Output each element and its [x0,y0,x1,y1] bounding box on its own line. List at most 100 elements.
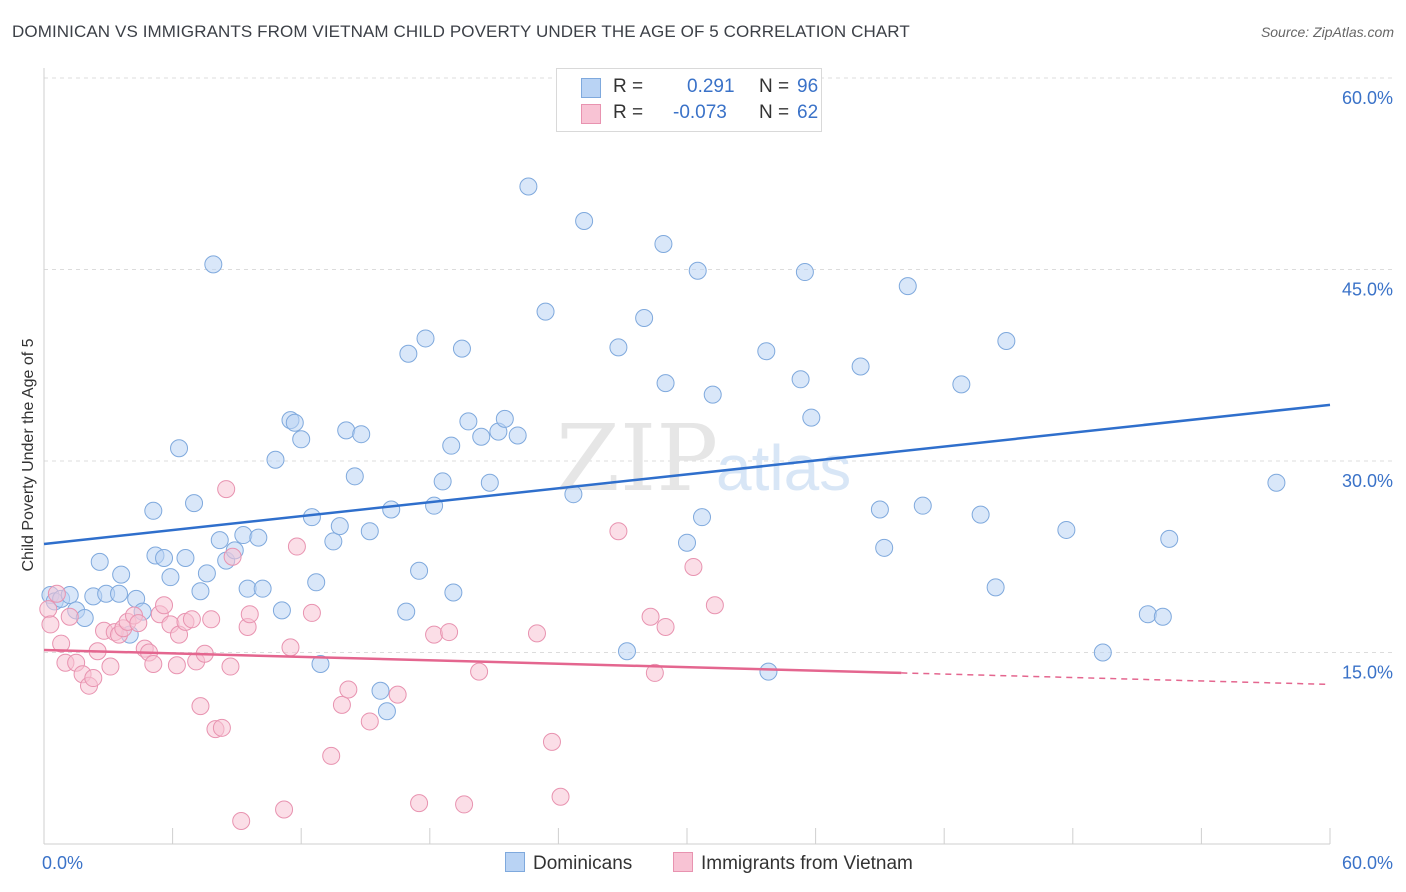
x-tick-labels: 0.0% 60.0% [42,853,1393,873]
point-dominicans [161,568,180,587]
point-dominicans [352,425,371,444]
point-vietnam [360,712,379,731]
point-dominicans [1153,607,1172,626]
point-dominicans [416,329,435,348]
y-tick-labels: 15.0% 30.0% 45.0% 60.0% [1342,88,1393,683]
point-dominicans [688,261,707,280]
series-vietnam [39,480,724,831]
point-dominicans [791,370,810,389]
point-dominicans [703,385,722,404]
series-dominicans [41,177,1286,721]
x-tick-label: 60.0% [1342,853,1393,873]
point-dominicans [330,517,349,536]
point-dominicans [176,549,195,568]
trend-line-vietnam-extension [901,672,1331,686]
point-vietnam [182,610,201,629]
legend-r-value: -0.073 [673,102,727,123]
point-vietnam [221,657,240,676]
point-dominicans [759,662,778,681]
point-vietnam [39,600,58,619]
point-dominicans [377,702,396,721]
y-axis-label: Child Poverty Under the Age of 5 [20,338,37,572]
point-vietnam [684,557,703,576]
point-vietnam [129,614,148,633]
point-dominicans [110,584,129,603]
point-dominicans [678,533,696,552]
y-tick-label: 45.0% [1342,280,1393,300]
point-vietnam [155,596,174,615]
point-dominicans [170,439,189,458]
point-dominicans [285,413,304,432]
point-dominicans [851,357,870,376]
legend-swatch-pink [581,104,601,124]
point-dominicans [654,234,673,253]
point-dominicans [495,409,514,428]
point-dominicans [324,532,343,551]
point-vietnam [455,795,474,814]
point-dominicans [249,528,268,547]
point-vietnam [609,522,628,541]
legend: R = 0.291 N = 96 R = -0.073 N = 62 [556,68,822,132]
legend-r-label: R = [613,102,644,123]
point-vietnam [332,695,351,714]
point-vietnam [645,663,664,682]
point-dominicans [875,538,894,557]
bottom-legend-label: Immigrants from Vietnam [701,853,913,874]
point-vietnam [641,607,660,626]
point-vietnam [470,662,489,681]
point-vietnam [52,634,71,653]
point-dominicans [609,338,628,357]
point-dominicans [472,427,491,446]
point-dominicans [302,508,321,527]
point-vietnam [202,610,221,629]
point-dominicans [452,339,471,358]
point-dominicans [898,277,917,296]
point-dominicans [253,579,272,598]
point-dominicans [617,642,636,661]
source-label: Source: ZipAtlas.com [1260,24,1394,40]
bottom-legend-swatch-pink [673,852,693,872]
point-vietnam [287,537,306,556]
point-dominicans [1138,605,1157,624]
point-dominicans [575,211,594,230]
bottom-legend-vietnam: Immigrants from Vietnam [673,852,913,875]
point-dominicans [307,573,326,592]
point-dominicans [410,561,429,580]
point-vietnam [339,680,358,699]
point-dominicans [1057,520,1076,539]
point-dominicans [433,472,452,491]
point-dominicans [272,601,291,620]
point-dominicans [508,426,527,445]
point-dominicans [234,526,253,545]
trend-lines [43,403,1331,686]
point-dominicans [802,408,821,427]
point-dominicans [757,342,776,361]
watermark-zip: ZIP [556,405,718,512]
trend-line-dominicans [43,403,1331,546]
point-vietnam [656,617,675,636]
point-vietnam [232,812,251,831]
point-vietnam [191,697,210,716]
point-dominicans [197,564,216,583]
point-vietnam [47,584,66,603]
bottom-legend-label: Dominicans [533,853,633,874]
point-dominicans [913,496,932,515]
axes [43,68,1331,845]
point-dominicans [238,579,257,598]
point-dominicans [635,309,654,328]
point-dominicans [459,412,478,431]
point-vietnam [410,794,429,813]
point-vietnam [275,800,294,819]
y-tick-label: 15.0% [1342,663,1393,683]
legend-n-value: 62 [797,102,819,123]
point-dominicans [144,501,163,520]
point-vietnam [84,669,103,688]
point-vietnam [167,656,186,675]
legend-r-label: R = [613,76,644,97]
point-dominicans [112,565,131,584]
point-dominicans [311,654,330,673]
point-dominicans [986,578,1005,597]
legend-n-label: N = [759,76,790,97]
chart-title: DOMINICAN VS IMMIGRANTS FROM VIETNAM CHI… [12,22,910,41]
